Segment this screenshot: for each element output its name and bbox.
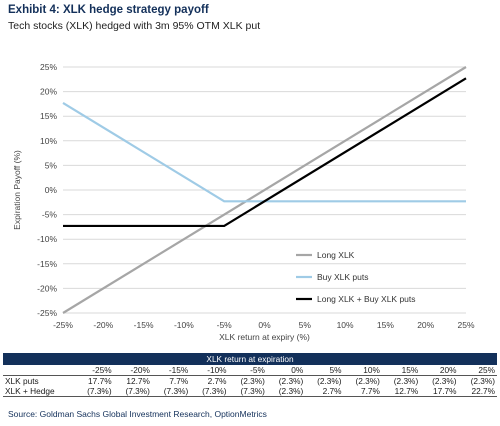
legend-label: Long XLK + Buy XLK puts: [317, 294, 416, 304]
table-cell: 17.7%: [88, 376, 112, 386]
x-tick-label: -20%: [93, 320, 113, 330]
table-column-header: 25%: [458, 365, 497, 376]
y-tick-label: -25%: [37, 308, 57, 318]
table-column-header: 5%: [305, 365, 344, 376]
series-lines: [62, 66, 467, 314]
y-tick-label: -10%: [37, 234, 57, 244]
table-cell: (2.3%): [317, 376, 342, 386]
table-column-headers: -25% -20% -15% -10% -5% 0% 5% 10% 15% 20% 25%: [3, 365, 497, 376]
table-cell: 12.7%: [126, 376, 150, 386]
legend-label: Buy XLK puts: [317, 272, 369, 282]
table-cell: (7.3%): [151, 386, 191, 397]
table-row: XLK puts 17.7% 12.7% 7.7% 2.7% (2.3%) (2.3%) (2…: [3, 376, 497, 387]
y-tick-label: 20%: [40, 87, 57, 97]
table-cell: (2.3%): [470, 376, 495, 386]
table-cell: 7.7%: [343, 386, 382, 397]
table-cell: (2.3%): [240, 376, 265, 386]
table-cell: 12.7%: [381, 386, 421, 397]
series-line-3: [63, 77, 467, 228]
y-tick-labels: 25% 20% 15% 10% 5% 0% -5% -10% -15% -20% -25%: [37, 62, 57, 318]
table-cell: (7.3%): [190, 386, 229, 397]
table-cell: 2.7%: [207, 376, 227, 386]
y-tick-label: 10%: [40, 136, 57, 146]
row-label: XLK puts: [5, 376, 39, 386]
x-axis-label: XLK return at expiry (%): [219, 332, 310, 342]
y-tick-label: 15%: [40, 111, 57, 121]
y-tick-label: -5%: [42, 210, 58, 220]
x-tick-label: -25%: [53, 320, 73, 330]
legend: Long XLK Buy XLK puts Long XLK + Buy XLK p…: [296, 250, 416, 304]
y-tick-label: 0%: [45, 185, 58, 195]
x-tick-labels: -25% -20% -15% -10% -5% 0% 5% 10% 15% 20% 25%: [53, 320, 475, 330]
table-header: XLK return at expiration: [3, 353, 497, 365]
table-cell: 17.7%: [420, 386, 459, 397]
table-cell: (7.3%): [113, 386, 152, 397]
table-cell: (7.3%): [228, 386, 267, 397]
table-cell: 22.7%: [458, 386, 497, 397]
x-tick-label: 10%: [337, 320, 354, 330]
table-cell: 2.7%: [305, 386, 344, 397]
x-tick-label: 20%: [417, 320, 434, 330]
table-column-header: 10%: [343, 365, 382, 376]
table-column-header: 0%: [266, 365, 306, 376]
x-tick-label: 5%: [299, 320, 312, 330]
table-column-header: -20%: [113, 365, 152, 376]
table-cell: (2.3%): [266, 386, 306, 397]
source-note: Source: Goldman Sachs Global Investment …: [8, 409, 267, 419]
table-column-header: -5%: [228, 365, 267, 376]
x-tick-label: -15%: [134, 320, 154, 330]
table-cell: (2.3%): [355, 376, 380, 386]
y-tick-label: -15%: [37, 259, 57, 269]
x-tick-label: 25%: [457, 320, 474, 330]
y-tick-label: 5%: [45, 160, 58, 170]
y-tick-label: 25%: [40, 62, 57, 72]
x-tick-label: 15%: [377, 320, 394, 330]
page-subtitle: Tech stocks (XLK) hedged with 3m 95% OTM…: [8, 20, 261, 32]
page-title: Exhibit 4: XLK hedge strategy payoff: [8, 4, 209, 16]
table-cell: (2.3%): [278, 376, 304, 386]
table-column-header: 15%: [381, 365, 421, 376]
table-column-header: -25%: [75, 365, 114, 376]
table-column-header: -10%: [190, 365, 229, 376]
grid-lines: [63, 66, 466, 314]
x-tick-label: 0%: [258, 320, 271, 330]
y-tick-label: -20%: [37, 283, 57, 293]
row-label: XLK + Hedge: [3, 386, 76, 397]
table-cell: 7.7%: [169, 376, 189, 386]
y-axis-label: Expiration Payoff (%): [12, 150, 22, 230]
legend-label: Long XLK: [317, 250, 355, 260]
table-row: XLK + Hedge (7.3%) (7.3%) (7.3%) (7.3%) (7.3%…: [3, 386, 497, 397]
x-tick-label: -10%: [174, 320, 194, 330]
series-line-2: [62, 101, 466, 203]
table-cell: (7.3%): [75, 386, 114, 397]
payoff-chart: 25% 20% 15% 10% 5% 0% -5% -10% -15% -20% -25% -25%…: [12, 62, 475, 342]
table-cell: (2.3%): [393, 376, 419, 386]
series-line-1: [62, 66, 467, 314]
payoff-table: XLK return at expiration -25% -20% -15% -10…: [3, 353, 497, 397]
table-column-header: -15%: [151, 365, 191, 376]
table-column-header: 20%: [420, 365, 459, 376]
table-cell: (2.3%): [432, 376, 457, 386]
x-tick-label: -5%: [217, 320, 233, 330]
